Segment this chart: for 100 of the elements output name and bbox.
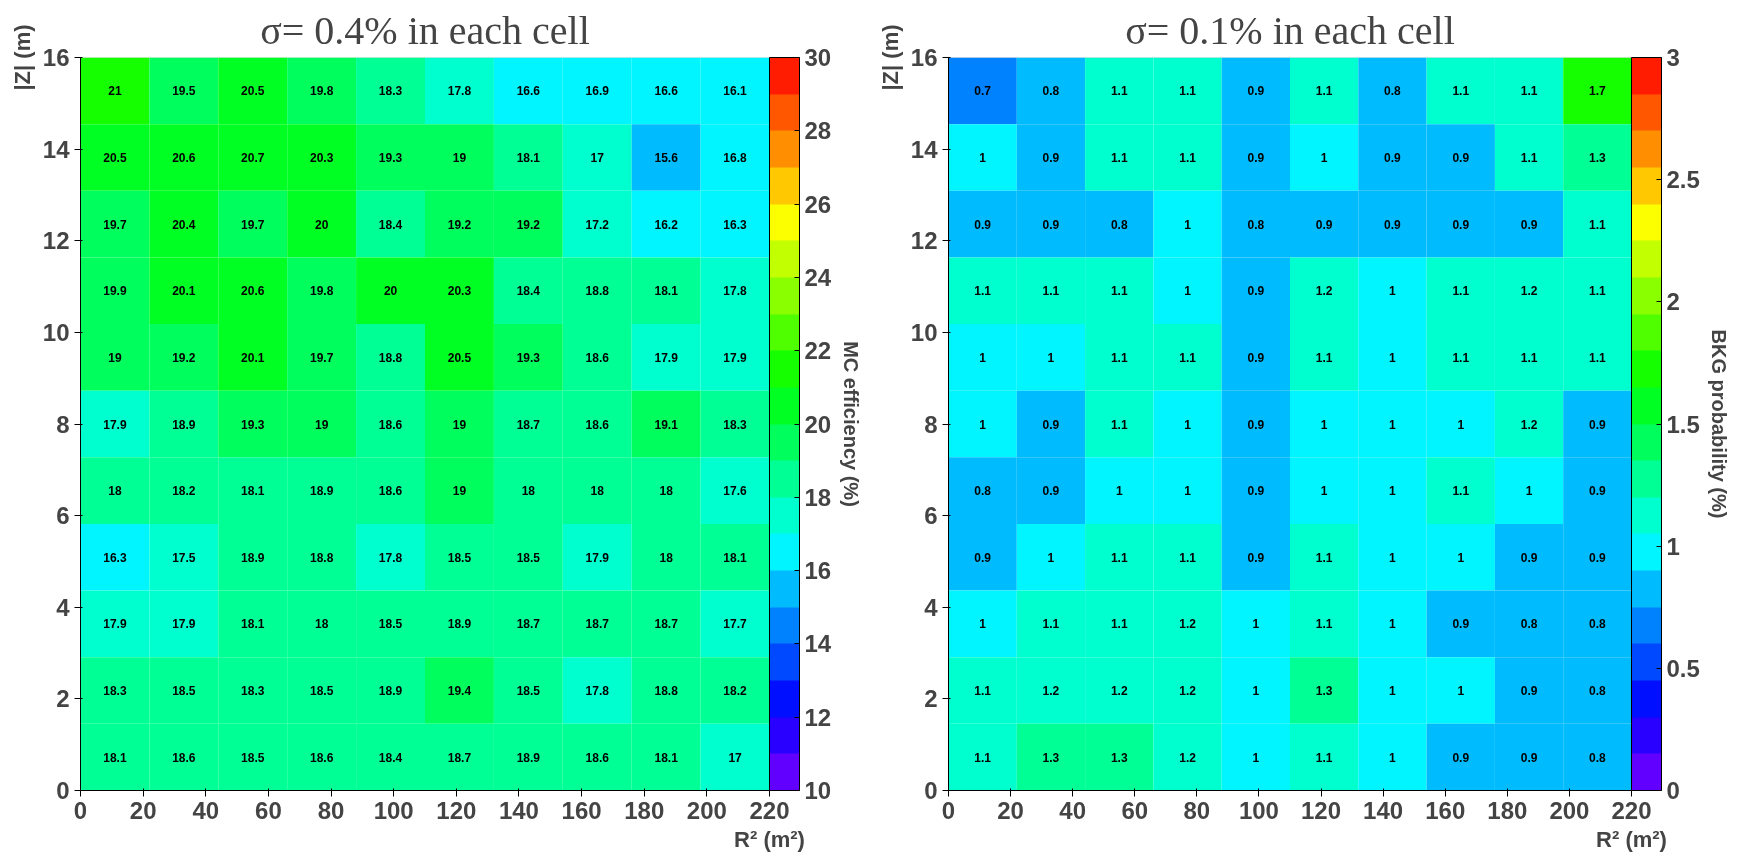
data-label: 0.9 [1247,417,1265,432]
data-label: 1 [1389,617,1397,632]
data-label: 1.1 [1452,484,1470,499]
data-label: 0.9 [1247,284,1265,299]
x-tick-label: 200 [1549,796,1590,824]
data-label: 0.9 [1520,217,1538,232]
data-label: 19.3 [241,417,265,432]
data-label: 18.2 [723,684,748,699]
color-bar-label: 12 [804,703,832,731]
data-label: 1.1 [1110,150,1128,165]
data-label: 16.3 [723,217,748,232]
y-tick-label: 14 [42,135,71,163]
data-label: 17 [590,150,605,165]
data-label: 1.1 [1315,750,1333,765]
data-label: 1 [979,150,987,165]
data-label: 0.9 [1042,150,1060,165]
data-label: 1 [1389,350,1397,365]
y-tick-label: 16 [910,44,938,71]
x-tick-label: 160 [561,796,602,824]
data-label: 18.5 [309,684,334,699]
data-label: 19.8 [309,284,334,299]
data-label: 17.9 [103,617,127,632]
data-label: 18.1 [241,484,265,499]
color-bar-label: 26 [804,190,832,218]
data-label: 1.1 [1452,350,1470,365]
data-label: 0.9 [1452,750,1470,765]
data-label: 1 [1457,550,1465,565]
y-tick-label: 2 [56,685,70,713]
data-label: 1 [1389,550,1397,565]
data-label: 18.8 [654,684,679,699]
data-label: 18.6 [585,350,610,365]
data-label: 0.9 [974,550,992,565]
x-tick-label: 20 [997,796,1024,824]
y-tick-label: 14 [910,135,939,163]
data-label: 18.9 [172,417,196,432]
data-label: 1.1 [1110,84,1128,99]
data-label: 17.8 [723,284,748,299]
data-label: 1.1 [1589,217,1607,232]
y-tick-label: 8 [56,410,70,438]
data-label: 1.1 [1315,350,1333,365]
data-label: 18 [590,484,605,499]
data-label: 1.1 [1179,150,1197,165]
x-tick-label: 0 [73,796,88,824]
data-label: 1 [1252,617,1260,632]
y-tick-label: 0 [56,777,70,804]
data-label: 1 [1389,484,1397,499]
data-label: 18.9 [309,484,334,499]
data-label: 19 [108,350,122,365]
data-label: 1.1 [1110,417,1128,432]
data-label: 1.2 [1110,684,1128,699]
data-label: 18.5 [172,684,196,699]
color-bar-label: 22 [804,337,832,365]
data-label: 1 [1184,484,1192,499]
data-label: 18.9 [241,550,265,565]
data-label: 19.7 [103,217,127,232]
data-label: 18.5 [447,550,472,565]
data-label: 15.6 [654,150,679,165]
data-label: 0.9 [1042,484,1060,499]
y-tick-label: 6 [924,502,938,530]
data-label: 0.7 [974,84,992,99]
x-tick-label: 100 [373,796,414,824]
x-tick-label: 80 [317,796,345,824]
data-label: 16.1 [723,84,748,99]
x-tick-label: 140 [498,796,539,824]
data-label: 18.1 [723,550,748,565]
data-label: 1.1 [1110,350,1128,365]
color-bar-label: 2 [1666,288,1680,316]
data-label: 1.2 [1520,417,1538,432]
data-label: 1.1 [1110,284,1128,299]
data-label: 0.9 [1247,484,1265,499]
data-label: 1.1 [1179,550,1197,565]
data-label: 18.5 [378,617,403,632]
data-label: 18.6 [309,750,334,765]
data-label: 18.8 [309,550,334,565]
y-tick-label: 10 [42,318,70,346]
data-label: 1.1 [1042,284,1060,299]
data-label: 19.9 [103,284,127,299]
data-label: 17.6 [723,484,748,499]
data-label: 18.4 [516,284,541,299]
color-bar-label: 0 [1666,777,1680,804]
data-label: 1 [979,617,987,632]
data-label: 19.4 [447,684,472,699]
data-label: 16.3 [103,550,127,565]
data-label: 20.4 [172,217,196,232]
data-label: 17.9 [723,350,748,365]
data-label: 1 [1389,284,1397,299]
data-label: 1.1 [1520,84,1538,99]
data-label: 18.3 [103,684,127,699]
data-label: 18.8 [378,350,403,365]
data-label: 1.1 [1520,150,1538,165]
data-label: 18.1 [241,617,265,632]
data-label: 1.1 [974,750,992,765]
data-label: 1 [1457,684,1465,699]
color-bar-label: 18 [804,483,832,511]
data-label: 0.9 [1247,150,1265,165]
color-bar-label: 16 [804,557,832,585]
data-label: 0.9 [1315,217,1333,232]
data-label: 0.8 [1384,84,1402,99]
data-label: 19.7 [309,350,334,365]
color-bar-title: MC efficiency (%) [839,341,862,507]
